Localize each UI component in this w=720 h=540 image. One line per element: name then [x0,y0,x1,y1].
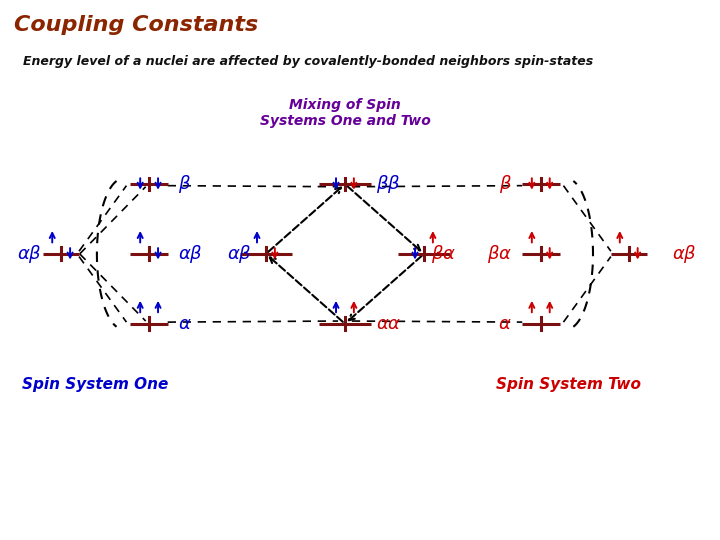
Text: Spin System Two: Spin System Two [496,377,641,393]
Text: $\beta$: $\beta$ [178,173,191,195]
Text: $\beta\alpha$: $\beta\alpha$ [487,243,512,265]
Text: $\alpha\beta$: $\alpha\beta$ [672,243,697,265]
Text: Energy level of a nuclei are affected by covalently-bonded neighbors spin-states: Energy level of a nuclei are affected by… [23,55,593,68]
Text: Mixing of Spin
Systems One and Two: Mixing of Spin Systems One and Two [260,98,431,129]
Text: $\alpha$: $\alpha$ [178,315,192,333]
Text: $\alpha\beta$: $\alpha\beta$ [178,243,203,265]
Text: $\alpha\alpha$: $\alpha\alpha$ [376,315,401,333]
Text: Spin System One: Spin System One [22,377,168,393]
Text: $\alpha\beta$: $\alpha\beta$ [228,243,252,265]
Text: $\beta\beta$: $\beta\beta$ [376,173,400,195]
Text: $\alpha\beta$: $\alpha\beta$ [17,243,41,265]
Text: Coupling Constants: Coupling Constants [14,15,258,35]
Text: $\beta$: $\beta$ [499,173,512,195]
Text: $\beta\alpha$: $\beta\alpha$ [431,243,456,265]
Text: $\alpha$: $\alpha$ [498,315,512,333]
